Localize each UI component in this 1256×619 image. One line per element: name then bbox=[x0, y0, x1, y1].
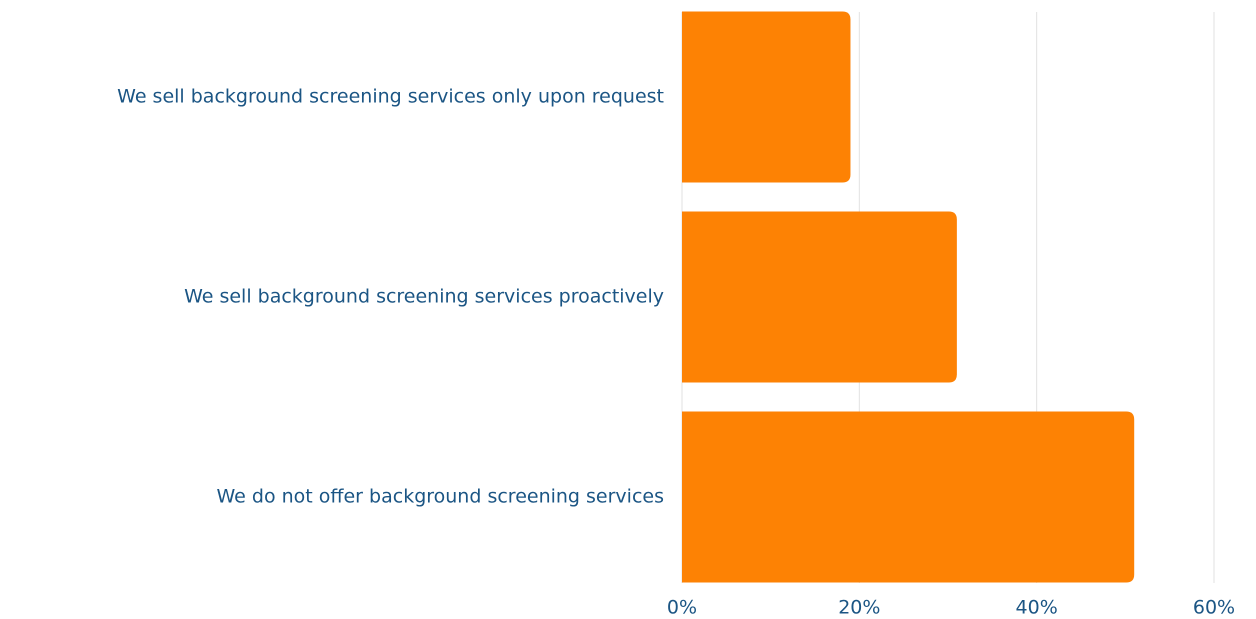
y-tick-label: We sell background screening services pr… bbox=[184, 286, 664, 308]
x-tick-label: 60% bbox=[1193, 597, 1235, 619]
bar bbox=[682, 411, 1135, 583]
x-tick-label: 40% bbox=[1016, 597, 1058, 619]
x-tick-label: 20% bbox=[838, 597, 880, 619]
bar bbox=[682, 211, 957, 383]
x-tick-label: 0% bbox=[667, 597, 697, 619]
y-tick-label: We do not offer background screening ser… bbox=[217, 486, 665, 508]
bar bbox=[682, 11, 851, 183]
y-tick-label: We sell background screening services on… bbox=[117, 86, 664, 108]
